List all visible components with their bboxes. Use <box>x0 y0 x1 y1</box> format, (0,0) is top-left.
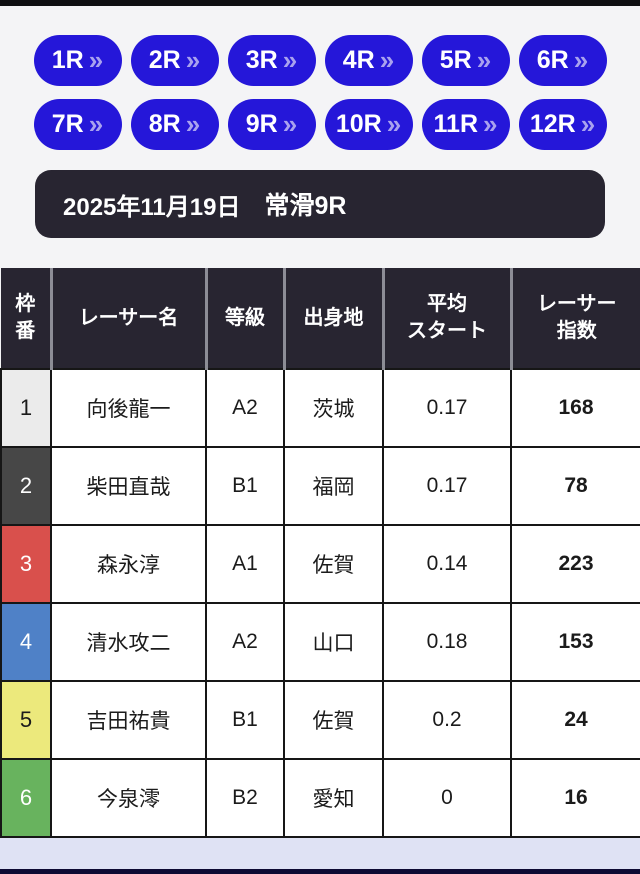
racer-name-cell: 森永淳 <box>50 524 207 604</box>
double-chevron-icon: » <box>573 44 589 75</box>
race-button-label: 3R <box>245 46 278 74</box>
double-chevron-icon: » <box>88 108 104 139</box>
origin-cell: 福岡 <box>283 446 384 526</box>
grade-cell: A2 <box>205 602 285 682</box>
racer-name-cell: 向後龍一 <box>50 368 207 448</box>
double-chevron-icon: » <box>185 108 201 139</box>
race-button-6r[interactable]: 6R» <box>518 35 607 86</box>
race-button-2r[interactable]: 2R» <box>130 35 219 86</box>
racer-index-cell: 168 <box>510 368 640 448</box>
racer-index-cell: 16 <box>510 758 640 838</box>
race-button-label: 11R <box>433 110 478 138</box>
race-button-7r[interactable]: 7R» <box>33 99 122 150</box>
lane-number-cell: 1 <box>0 368 52 448</box>
avg-start-cell: 0 <box>382 758 512 838</box>
top-black-bar <box>0 0 640 6</box>
table-header-row: 枠 番 レーサー名 等級 出身地 平均 スタート レーサー 指数 <box>1 268 640 369</box>
race-nav-row-1: 1R» 2R» 3R» 4R» 5R» 6R» <box>0 35 640 86</box>
race-button-4r[interactable]: 4R» <box>324 35 413 86</box>
race-button-label: 12R <box>529 110 576 138</box>
double-chevron-icon: » <box>580 108 596 139</box>
avg-start-cell: 0.14 <box>382 524 512 604</box>
race-button-label: 8R <box>148 110 181 138</box>
race-button-1r[interactable]: 1R» <box>33 35 122 86</box>
race-button-8r[interactable]: 8R» <box>130 99 219 150</box>
racer-index-cell: 78 <box>510 446 640 526</box>
origin-cell: 山口 <box>283 602 384 682</box>
table-row: 3 森永淳 A1 佐賀 0.14 223 <box>0 524 640 604</box>
origin-cell: 佐賀 <box>283 524 384 604</box>
col-header-grade: 等級 <box>206 268 286 369</box>
race-button-label: 7R <box>51 110 84 138</box>
double-chevron-icon: » <box>282 108 298 139</box>
col-header-racer-name: レーサー名 <box>51 268 208 369</box>
grade-cell: B2 <box>205 758 285 838</box>
origin-cell: 佐賀 <box>283 680 384 760</box>
avg-start-cell: 0.18 <box>382 602 512 682</box>
double-chevron-icon: » <box>282 44 298 75</box>
racer-name-cell: 今泉澪 <box>50 758 207 838</box>
grade-cell: A1 <box>205 524 285 604</box>
race-button-label: 10R <box>335 110 382 138</box>
race-button-label: 9R <box>245 110 278 138</box>
table-row: 5 吉田祐貴 B1 佐賀 0.2 24 <box>0 680 640 760</box>
racer-index-cell: 223 <box>510 524 640 604</box>
double-chevron-icon: » <box>386 108 402 139</box>
race-button-label: 5R <box>439 46 472 74</box>
race-button-3r[interactable]: 3R» <box>227 35 316 86</box>
bottom-lavender-strip <box>0 838 640 869</box>
col-header-origin: 出身地 <box>284 268 385 369</box>
racer-index-cell: 24 <box>510 680 640 760</box>
race-button-11r[interactable]: 11R» <box>421 99 510 150</box>
grade-cell: B1 <box>205 446 285 526</box>
double-chevron-icon: » <box>185 44 201 75</box>
table-row: 4 清水攻二 A2 山口 0.18 153 <box>0 602 640 682</box>
lane-number-cell: 3 <box>0 524 52 604</box>
col-header-racer-index: レーサー 指数 <box>511 268 640 369</box>
origin-cell: 愛知 <box>283 758 384 838</box>
racer-name-cell: 清水攻二 <box>50 602 207 682</box>
avg-start-cell: 0.17 <box>382 368 512 448</box>
race-header-bar: 2025年11月19日 常滑9R <box>35 170 605 238</box>
race-button-12r[interactable]: 12R» <box>518 99 607 150</box>
table-row: 1 向後龍一 A2 茨城 0.17 168 <box>0 368 640 448</box>
racer-table: 枠 番 レーサー名 等級 出身地 平均 スタート レーサー 指数 1 向後龍一 … <box>0 268 640 838</box>
grade-cell: A2 <box>205 368 285 448</box>
col-header-lane: 枠 番 <box>1 268 53 369</box>
racer-name-cell: 柴田直哉 <box>50 446 207 526</box>
race-button-9r[interactable]: 9R» <box>227 99 316 150</box>
table-row: 6 今泉澪 B2 愛知 0 16 <box>0 758 640 838</box>
origin-cell: 茨城 <box>283 368 384 448</box>
racer-index-cell: 153 <box>510 602 640 682</box>
double-chevron-icon: » <box>88 44 104 75</box>
race-button-10r[interactable]: 10R» <box>324 99 413 150</box>
race-button-label: 4R <box>342 46 375 74</box>
table-row: 2 柴田直哉 B1 福岡 0.17 78 <box>0 446 640 526</box>
race-nav-row-2: 7R» 8R» 9R» 10R» 11R» 12R» <box>0 99 640 150</box>
lane-number-cell: 6 <box>0 758 52 838</box>
avg-start-cell: 0.17 <box>382 446 512 526</box>
race-venue-number: 常滑9R <box>264 192 347 220</box>
race-button-label: 1R <box>51 46 84 74</box>
race-button-label: 2R <box>148 46 181 74</box>
racer-name-cell: 吉田祐貴 <box>50 680 207 760</box>
race-date: 2025年11月19日 <box>63 193 241 221</box>
double-chevron-icon: » <box>476 44 492 75</box>
race-button-label: 6R <box>536 46 569 74</box>
lane-number-cell: 2 <box>0 446 52 526</box>
lane-number-cell: 5 <box>0 680 52 760</box>
race-button-5r[interactable]: 5R» <box>421 35 510 86</box>
double-chevron-icon: » <box>483 108 498 139</box>
col-header-avg-start: 平均 スタート <box>383 268 513 369</box>
double-chevron-icon: » <box>379 44 395 75</box>
avg-start-cell: 0.2 <box>382 680 512 760</box>
race-nav: 1R» 2R» 3R» 4R» 5R» 6R» 7R» 8R» 9R» 10R»… <box>0 6 640 150</box>
lane-number-cell: 4 <box>0 602 52 682</box>
grade-cell: B1 <box>205 680 285 760</box>
bottom-navy-bar <box>0 869 640 874</box>
